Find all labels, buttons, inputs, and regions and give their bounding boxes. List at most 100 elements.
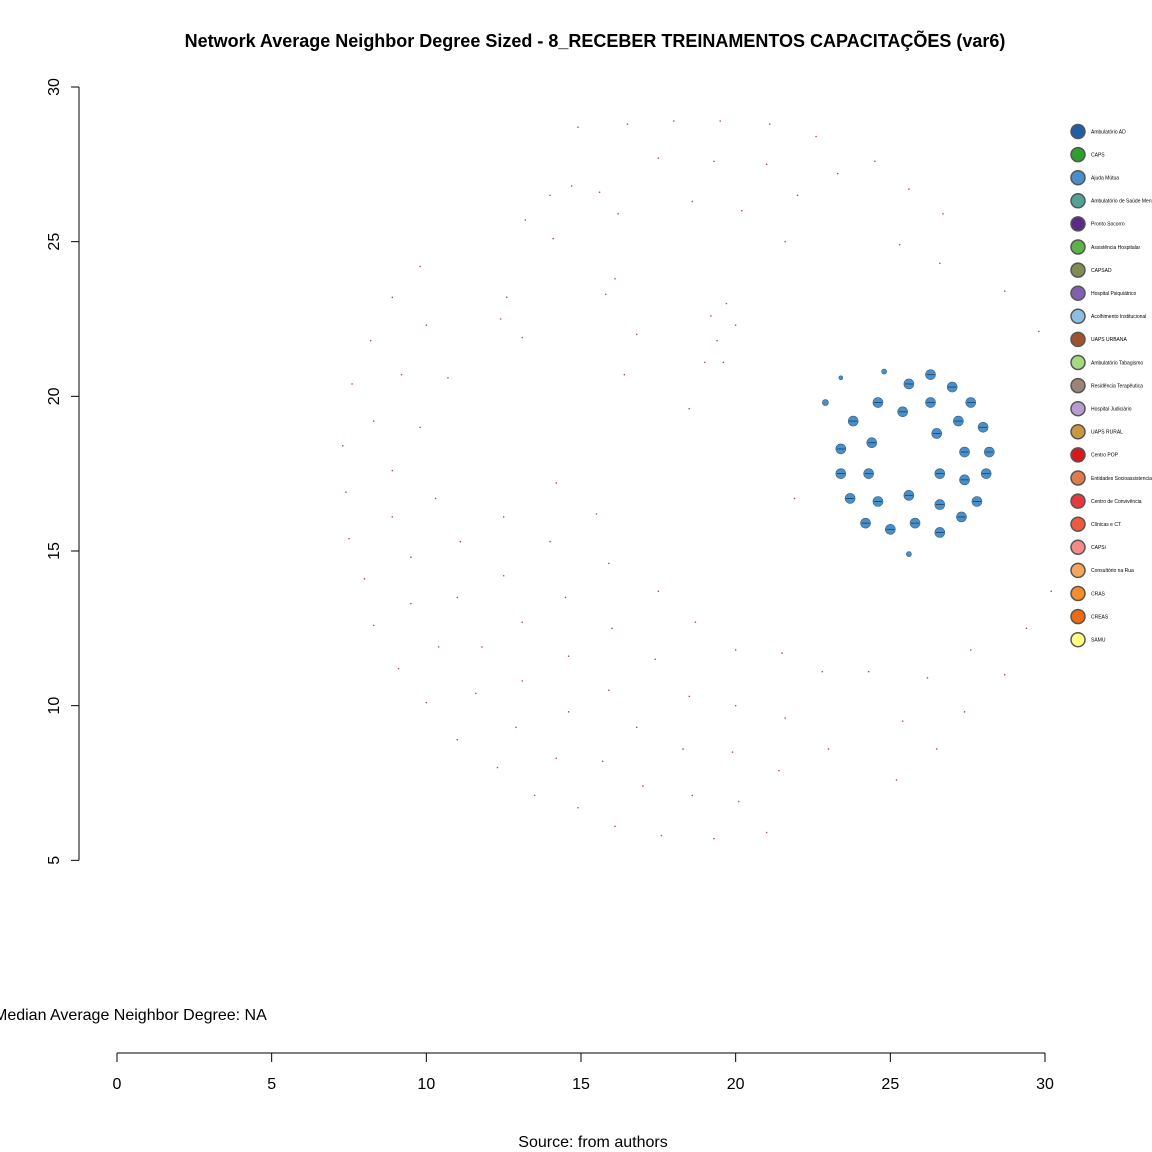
- legend-item: CAPS: [1070, 146, 1105, 163]
- node-point: [456, 596, 459, 599]
- node-point: [577, 126, 579, 129]
- legend-swatch: [1070, 262, 1086, 278]
- node-point: [926, 677, 929, 679]
- node-point: [447, 376, 449, 379]
- node-point: [713, 837, 715, 840]
- node-point: [963, 711, 966, 713]
- legend-label: CAPSAD: [1091, 268, 1112, 274]
- legend-label: UAPS RURAL: [1091, 430, 1123, 436]
- node-point: [682, 748, 684, 750]
- legend-swatch: [1070, 169, 1086, 186]
- node-point: [765, 163, 768, 166]
- node-point: [673, 120, 675, 122]
- node-point: [867, 670, 870, 673]
- node-point: [481, 646, 483, 648]
- node-point: [710, 315, 712, 317]
- y-tick-label: 30: [46, 78, 63, 96]
- node-point: [533, 794, 536, 797]
- node-point: [614, 825, 616, 828]
- node-point: [595, 513, 598, 515]
- legend: Ambulatório AD CAPS Ajuda Mútua Ambulatório…: [1070, 123, 1152, 648]
- legend-label: Centro POP: [1091, 453, 1119, 459]
- legend-item: Hospital Psiquiátrico: [1070, 285, 1137, 301]
- node-point: [419, 426, 421, 429]
- y-tick-label: 20: [46, 387, 63, 405]
- legend-swatch: [1070, 447, 1086, 463]
- legend-label: Pronto Socorro: [1091, 222, 1125, 228]
- y-tick-label: 15: [46, 542, 63, 560]
- node-point: [688, 407, 691, 410]
- node-point: [741, 209, 743, 212]
- x-tick-label: 15: [572, 1076, 590, 1093]
- node-point: [372, 420, 375, 422]
- x-tick-label: 0: [113, 1076, 122, 1093]
- node-point: [617, 213, 619, 215]
- node-point: [1050, 590, 1052, 593]
- node-point: [654, 658, 657, 661]
- legend-label: Residência Terapêutica: [1091, 383, 1143, 389]
- node-point: [425, 701, 428, 704]
- node-point: [459, 540, 462, 543]
- legend-item: CRAS: [1070, 585, 1106, 602]
- node-point: [425, 324, 428, 326]
- node-point: [363, 578, 366, 580]
- node-point: [716, 339, 718, 342]
- node-point: [722, 361, 725, 364]
- node-point: [570, 185, 573, 187]
- node-point: [815, 135, 817, 138]
- legend-item: Ambulatório Tabagismo: [1070, 354, 1143, 371]
- legend-label: Ajuda Mútua: [1091, 176, 1119, 182]
- node-point: [521, 336, 524, 339]
- legend-label: Clínicas e CT: [1091, 522, 1121, 528]
- node-point: [555, 482, 558, 484]
- node-point: [765, 831, 768, 834]
- node-point: [691, 200, 694, 203]
- legend-item: Assistência Hospitalar: [1070, 239, 1141, 255]
- node-point: [734, 704, 737, 707]
- legend-item: Ambulatório de Saúde Mental: [1070, 193, 1152, 209]
- node-point: [657, 590, 660, 593]
- legend-swatch: [1070, 493, 1086, 509]
- x-tick-label: 5: [267, 1076, 276, 1093]
- legend-label: CRAS: [1091, 591, 1106, 597]
- peripheral-nodes: [342, 120, 1052, 840]
- legend-item: Entidades Socioassistenciais: [1070, 470, 1152, 486]
- node-point: [1003, 290, 1006, 292]
- node-point: [524, 219, 527, 221]
- legend-swatch: [1070, 631, 1086, 648]
- node-point: [822, 399, 829, 406]
- node-point: [694, 621, 697, 623]
- y-tick-label: 5: [46, 856, 63, 865]
- node-point: [1003, 673, 1006, 676]
- node-point: [456, 738, 459, 741]
- node-point: [552, 237, 554, 240]
- cluster-nodes: [822, 368, 995, 557]
- legend-swatch: [1070, 123, 1086, 140]
- legend-label: Ambulatório Tabagismo: [1091, 360, 1143, 366]
- legend-label: CREAS: [1091, 614, 1109, 620]
- node-point: [901, 720, 904, 722]
- node-point: [549, 540, 551, 543]
- node-point: [734, 324, 737, 326]
- node-point: [400, 373, 403, 376]
- node-point: [515, 726, 517, 729]
- node-point: [623, 373, 626, 376]
- legend-item: Hospital Judiciário: [1070, 400, 1132, 417]
- legend-item: Consultório na Rua: [1070, 562, 1134, 579]
- node-point: [939, 262, 941, 265]
- node-point: [419, 265, 421, 268]
- legend-label: Consultório na Rua: [1091, 568, 1134, 574]
- node-point: [345, 491, 347, 494]
- legend-swatch: [1070, 539, 1086, 556]
- node-point: [555, 757, 558, 760]
- node-point: [564, 596, 567, 599]
- y-axis: 5 10 15 20 25 30: [46, 78, 80, 865]
- node-point: [604, 293, 607, 296]
- legend-swatch: [1070, 146, 1086, 163]
- node-point: [898, 243, 901, 246]
- node-point: [635, 333, 638, 336]
- node-point: [895, 779, 898, 781]
- legend-item: Centro POP: [1070, 447, 1119, 463]
- node-point: [342, 445, 344, 447]
